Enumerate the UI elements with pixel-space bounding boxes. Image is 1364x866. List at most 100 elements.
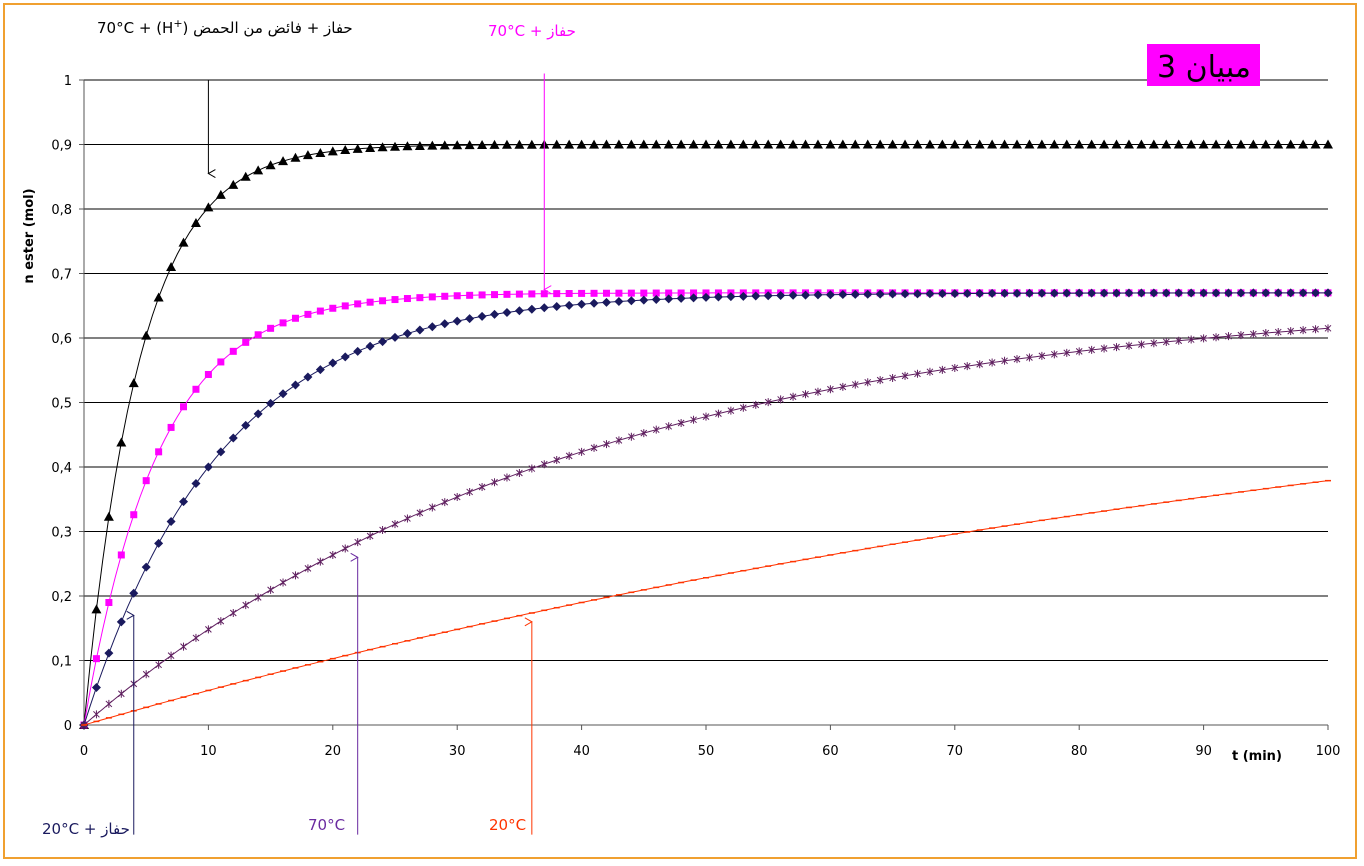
- data-point-cat70: [403, 295, 411, 303]
- data-point-cat20: [1311, 288, 1321, 298]
- x-tick-label: 10: [200, 744, 217, 759]
- series-cat70: [80, 289, 1332, 729]
- data-point-cat70: [316, 307, 324, 315]
- data-point-t70: [180, 642, 187, 651]
- data-point-acid_excess: [1099, 139, 1110, 149]
- annotation-part: +: [139, 19, 156, 37]
- annotation-label-t20: 20°C: [489, 816, 526, 834]
- annotation-part: 70°C: [97, 19, 139, 37]
- data-point-acid_excess: [477, 139, 488, 149]
- data-point-t70: [1038, 351, 1046, 360]
- x-tick-label: 70: [947, 744, 964, 759]
- data-point-cat70: [204, 370, 212, 378]
- data-point-acid_excess: [613, 139, 624, 149]
- data-point-acid_excess: [887, 139, 898, 149]
- x-tick-label: 30: [449, 744, 466, 759]
- data-point-acid_excess: [962, 139, 973, 149]
- data-point-cat20: [539, 303, 549, 313]
- data-point-cat20: [564, 300, 574, 310]
- data-point-t70: [640, 429, 648, 438]
- data-point-t70: [304, 564, 312, 573]
- data-point-t70: [317, 557, 324, 566]
- data-point-cat70: [117, 551, 125, 559]
- data-point-t70: [615, 436, 623, 445]
- data-point-t70: [93, 710, 100, 719]
- data-point-t70: [205, 625, 212, 634]
- data-point-t70: [105, 699, 113, 708]
- data-point-t70: [1287, 327, 1295, 336]
- data-point-t70: [528, 464, 536, 473]
- data-point-cat20: [1211, 288, 1221, 298]
- data-point-acid_excess: [900, 139, 911, 149]
- data-point-cat70: [428, 293, 436, 301]
- data-point-t70: [677, 419, 685, 428]
- data-point-acid_excess: [228, 179, 239, 189]
- data-point-cat20: [365, 341, 375, 351]
- data-point-cat20: [987, 288, 997, 298]
- data-point-cat70: [590, 289, 598, 297]
- x-tick-labels: 0 10 20 30 40 50 60 70 80 90 100: [80, 744, 1341, 759]
- data-point-acid_excess: [1074, 139, 1085, 149]
- data-point-acid_excess: [203, 202, 214, 212]
- data-point-t70: [603, 440, 610, 449]
- data-point-t70: [1100, 344, 1108, 353]
- data-point-acid_excess: [564, 139, 575, 149]
- data-point-cat70: [167, 423, 175, 431]
- data-point-cat20: [141, 562, 151, 572]
- data-point-t70: [839, 382, 847, 391]
- data-point-acid_excess: [987, 139, 998, 149]
- data-point-cat20: [937, 289, 947, 299]
- data-point-cat20: [639, 295, 649, 305]
- data-point-acid_excess: [1173, 139, 1184, 149]
- annotation-part: 70°C: [308, 816, 345, 834]
- data-point-cat20: [315, 365, 325, 375]
- data-point-cat20: [788, 290, 798, 300]
- data-point-t70: [167, 651, 175, 660]
- data-point-t70: [764, 398, 772, 407]
- data-point-cat20: [751, 291, 761, 301]
- data-point-cat20: [1323, 288, 1333, 298]
- data-point-t70: [553, 455, 561, 464]
- data-point-acid_excess: [1024, 139, 1035, 149]
- data-point-cat20: [253, 409, 263, 419]
- series-line-t20: [83, 480, 1329, 726]
- data-point-t70: [279, 578, 287, 587]
- data-point-t70: [491, 478, 498, 487]
- chart-title-box: مبيان 3: [1147, 44, 1260, 86]
- data-point-acid_excess: [750, 139, 761, 149]
- data-point-t70: [1187, 335, 1195, 344]
- data-point-cat20: [888, 289, 898, 299]
- data-point-t70: [802, 390, 809, 399]
- data-point-t70: [354, 538, 362, 547]
- data-point-cat70: [627, 289, 635, 297]
- data-point-cat20: [378, 337, 388, 347]
- x-tick-label: 90: [1195, 744, 1212, 759]
- data-point-cat70: [528, 290, 536, 298]
- data-point-cat70: [553, 290, 561, 298]
- x-tick-label: 80: [1071, 744, 1088, 759]
- data-point-t70: [1299, 326, 1307, 335]
- data-point-acid_excess: [974, 139, 985, 149]
- data-point-t70: [578, 447, 585, 456]
- data-point-cat70: [491, 291, 499, 299]
- data-point-t70: [889, 373, 896, 382]
- data-point-cat20: [900, 289, 910, 299]
- data-point-t70: [665, 422, 673, 431]
- annotation-label-acid_excess: 70°C + (H+) حفاز + فائض من الحمض: [97, 17, 353, 38]
- series-t20: [81, 479, 1331, 726]
- data-point-cat20: [166, 517, 176, 527]
- data-point-t70: [1088, 345, 1095, 354]
- data-point-t70: [864, 378, 872, 387]
- data-point-acid_excess: [1198, 139, 1209, 149]
- data-point-cat70: [441, 292, 449, 300]
- data-point-acid_excess: [1012, 139, 1022, 149]
- x-tick-label: 100: [1316, 744, 1341, 759]
- data-point-cat20: [577, 299, 587, 309]
- data-point-t70: [416, 508, 424, 517]
- data-point-t70: [1262, 329, 1270, 338]
- data-point-cat20: [1000, 288, 1010, 298]
- data-point-cat20: [415, 325, 425, 335]
- data-point-cat20: [801, 290, 811, 300]
- data-point-cat20: [278, 389, 288, 399]
- data-point-cat20: [962, 289, 972, 299]
